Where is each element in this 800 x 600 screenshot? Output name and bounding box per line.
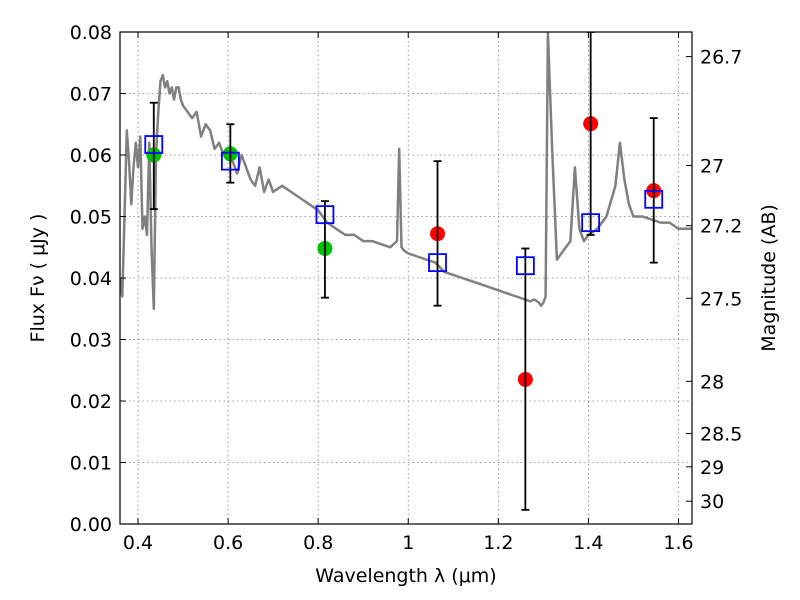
y2-axis-title: Magnitude (AB) xyxy=(758,204,780,352)
x-tick-label: 0.6 xyxy=(213,532,243,554)
x-tick-label: 0.8 xyxy=(303,532,333,554)
y-tick-label: 0.07 xyxy=(70,84,112,106)
axes: 0.4 0.6 0.8 1 1.2 1.4 1.6 0.00 0.01 0.02 0.03 0.04 0… xyxy=(70,22,743,554)
x-tick-label: 1.6 xyxy=(663,532,693,554)
x-tick-label: 1.2 xyxy=(483,532,513,554)
y-tick-label: 0.08 xyxy=(70,22,112,44)
blue-model-square xyxy=(144,135,164,154)
y-tick-label: 0.00 xyxy=(70,514,112,536)
blue-model-square xyxy=(315,205,335,225)
blue-model-square xyxy=(581,213,601,233)
y2-tick-label: 27.5 xyxy=(700,288,742,310)
x-tick-label: 1.4 xyxy=(573,532,603,554)
grid-layer xyxy=(120,32,692,524)
blue-model-square xyxy=(428,253,447,273)
model-spectrum-line xyxy=(120,32,692,311)
x-axis-title: Wavelength λ (μm) xyxy=(315,565,496,587)
y2-tick-label: 29 xyxy=(700,457,724,479)
x-tick-label: 0.4 xyxy=(123,532,153,554)
y-axis-title: Flux Fν ( μJy ) xyxy=(27,214,49,343)
blue-model-square xyxy=(220,151,240,171)
y2-tick-label: 28.5 xyxy=(700,424,742,446)
blue-model-square xyxy=(644,189,664,209)
blue-model-square xyxy=(515,256,535,276)
y-tick-label: 0.04 xyxy=(70,268,112,290)
y-tick-label: 0.03 xyxy=(70,330,112,352)
y-tick-label: 0.01 xyxy=(70,453,112,475)
y2-tick-label: 27 xyxy=(700,155,724,177)
y2-tick-label: 28 xyxy=(700,371,724,393)
y2-tick-label: 27.2 xyxy=(700,216,742,238)
plot-area xyxy=(120,32,692,511)
y2-tick-label: 30 xyxy=(700,491,724,513)
y-tick-label: 0.02 xyxy=(70,391,112,413)
y-tick-label: 0.06 xyxy=(70,145,112,167)
x-tick-label: 1 xyxy=(402,532,414,554)
y-tick-label: 0.05 xyxy=(70,207,112,229)
y2-tick-label: 26.7 xyxy=(700,47,742,69)
